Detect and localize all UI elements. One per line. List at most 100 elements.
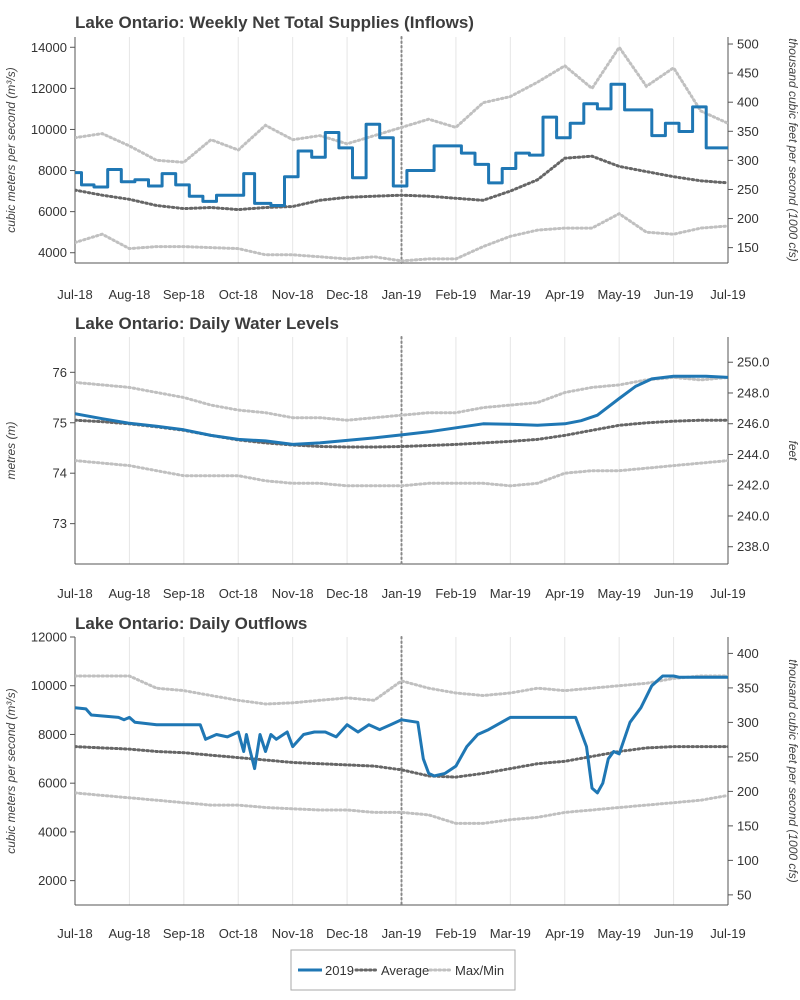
y-tick-label: 74: [53, 466, 67, 481]
y-tick-label: 8000: [38, 163, 67, 178]
x-tick-label: Apr-19: [545, 926, 584, 941]
y-tick-label: 4000: [38, 824, 67, 839]
x-tick-label: Sep-18: [163, 586, 205, 601]
y2-tick-label: 300: [737, 715, 759, 730]
series-line-min: [75, 211, 728, 263]
y2-tick-label: 300: [737, 153, 759, 168]
x-tick-label: Apr-19: [545, 287, 584, 302]
x-tick-label: Jun-19: [654, 586, 694, 601]
chart-title: Lake Ontario: Daily Water Levels: [75, 314, 339, 333]
series-line-min: [75, 459, 728, 488]
x-tick-label: Jan-19: [382, 287, 422, 302]
x-tick-label: May-19: [597, 287, 640, 302]
y-axis-title: cubic meters per second (m³/s): [4, 688, 18, 853]
x-tick-label: Jan-19: [382, 926, 422, 941]
panel-weekly-supplies: Lake Ontario: Weekly Net Total Supplies …: [4, 13, 800, 302]
y-axis-title: metres (m): [4, 422, 18, 480]
y-tick-label: 6000: [38, 776, 67, 791]
x-tick-label: Sep-18: [163, 287, 205, 302]
y2-tick-label: 244.0: [737, 447, 770, 462]
y2-axis-title: feet: [786, 440, 800, 461]
legend-label-2019: 2019: [325, 963, 354, 978]
y2-tick-label: 246.0: [737, 416, 770, 431]
x-tick-label: Jul-18: [57, 586, 92, 601]
legend-label-maxmin: Max/Min: [455, 963, 504, 978]
y2-tick-label: 350: [737, 680, 759, 695]
y2-tick-label: 500: [737, 37, 759, 52]
y2-tick-label: 248.0: [737, 385, 770, 400]
series-line-max: [75, 44, 728, 164]
x-tick-label: Jun-19: [654, 287, 694, 302]
x-tick-label: Apr-19: [545, 586, 584, 601]
x-tick-label: Feb-19: [435, 926, 476, 941]
y2-tick-label: 450: [737, 66, 759, 81]
legend-label-average: Average: [381, 963, 429, 978]
y2-tick-label: 200: [737, 784, 759, 799]
x-tick-label: Dec-18: [326, 287, 368, 302]
series-line-2019: [75, 674, 728, 795]
x-tick-label: May-19: [597, 586, 640, 601]
x-tick-label: May-19: [597, 926, 640, 941]
x-tick-label: Feb-19: [435, 287, 476, 302]
y2-tick-label: 238.0: [737, 539, 770, 554]
series-line-2019: [75, 82, 728, 207]
y-axis-title: cubic meters per second (m³/s): [4, 67, 18, 232]
x-tick-label: Oct-18: [219, 586, 258, 601]
x-tick-label: Nov-18: [272, 586, 314, 601]
x-tick-label: Nov-18: [272, 926, 314, 941]
x-tick-label: Dec-18: [326, 586, 368, 601]
y2-tick-label: 200: [737, 211, 759, 226]
y-tick-label: 73: [53, 516, 67, 531]
panel-daily-outflows: Lake Ontario: Daily Outflows Jul-18 Aug-18…: [4, 614, 800, 941]
y2-axis-title: thousand cubic feet per second (1000 cfs…: [786, 659, 800, 882]
x-tick-label: Mar-19: [490, 287, 531, 302]
y-tick-label: 10000: [31, 678, 67, 693]
x-tick-label: Mar-19: [490, 926, 531, 941]
y2-tick-label: 250: [737, 182, 759, 197]
y2-axis-title: thousand cubic feet per second (1000 cfs…: [786, 38, 800, 261]
series-line-min: [75, 791, 728, 825]
x-tick-label: Aug-18: [108, 586, 150, 601]
y2-tick-label: 240.0: [737, 508, 770, 523]
series-line-average: [75, 154, 728, 212]
x-tick-label: Jul-19: [710, 287, 745, 302]
x-tick-label: Jun-19: [654, 926, 694, 941]
x-tick-label: Oct-18: [219, 926, 258, 941]
y2-tick-label: 100: [737, 853, 759, 868]
x-tick-label: Dec-18: [326, 926, 368, 941]
x-tick-label: Oct-18: [219, 287, 258, 302]
y-tick-label: 6000: [38, 204, 67, 219]
x-tick-label: Jul-19: [710, 926, 745, 941]
x-tick-label: Jul-18: [57, 926, 92, 941]
x-tick-label: Jul-18: [57, 287, 92, 302]
x-tick-label: Jan-19: [382, 586, 422, 601]
x-tick-label: Mar-19: [490, 586, 531, 601]
y2-tick-label: 400: [737, 95, 759, 110]
chart-title: Lake Ontario: Weekly Net Total Supplies …: [75, 13, 474, 32]
x-tick-label: Aug-18: [108, 287, 150, 302]
y2-tick-label: 242.0: [737, 478, 770, 493]
y-tick-label: 75: [53, 415, 67, 430]
y-tick-label: 8000: [38, 727, 67, 742]
series-line-2019: [75, 374, 728, 446]
panel-daily-levels: Lake Ontario: Daily Water Levels Jul-18 Au…: [4, 314, 800, 601]
legend: 2019 Average Max/Min: [290, 949, 516, 991]
y-tick-label: 12000: [31, 630, 67, 645]
y2-tick-label: 150: [737, 240, 759, 255]
x-tick-label: Aug-18: [108, 926, 150, 941]
y2-tick-label: 400: [737, 646, 759, 661]
y-tick-label: 76: [53, 365, 67, 380]
x-tick-label: Feb-19: [435, 586, 476, 601]
y2-tick-label: 250.0: [737, 355, 770, 370]
y2-tick-label: 250: [737, 749, 759, 764]
x-tick-label: Sep-18: [163, 926, 205, 941]
y-tick-label: 12000: [31, 81, 67, 96]
x-tick-label: Nov-18: [272, 287, 314, 302]
y-tick-label: 2000: [38, 873, 67, 888]
x-tick-label: Jul-19: [710, 586, 745, 601]
y-tick-label: 14000: [31, 40, 67, 55]
series-line-max: [75, 674, 728, 706]
y-tick-label: 10000: [31, 122, 67, 137]
chart-title: Lake Ontario: Daily Outflows: [75, 614, 307, 633]
